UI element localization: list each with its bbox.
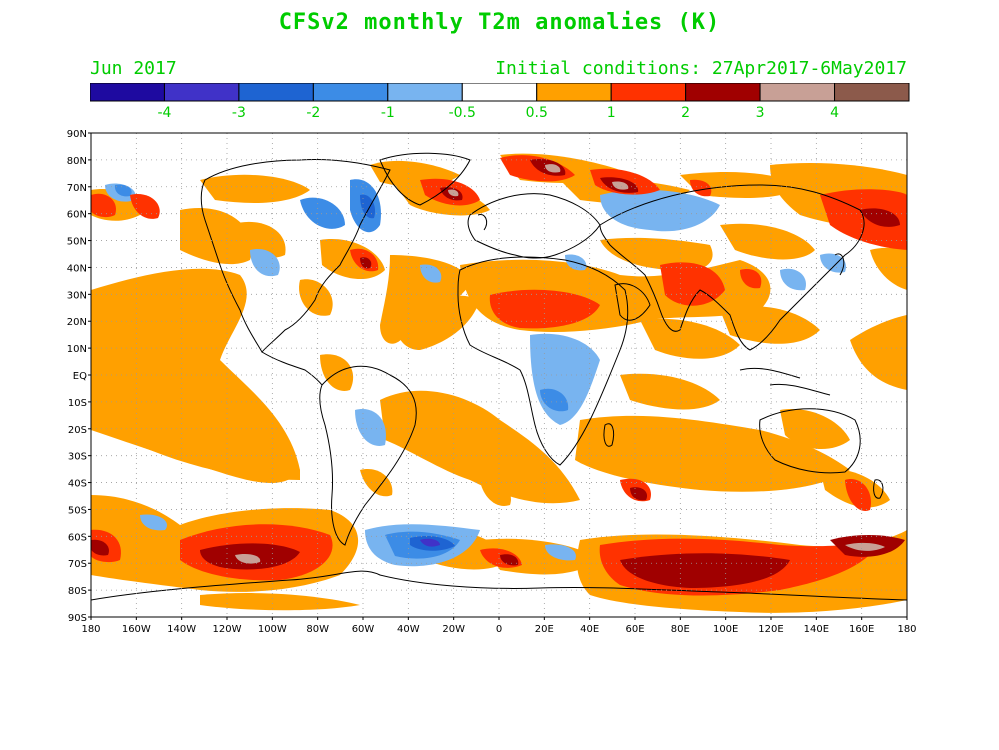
longitude-label: 160E [849,624,874,635]
colorbar-label: -2 [306,105,320,121]
colorbar-label: 3 [756,105,765,121]
longitude-label: 120E [758,624,783,635]
longitude-label: 80E [671,624,690,635]
longitude-labels: 180 160W 140W 120W 100W 80W 60W 40W 20W 0 20E 40E 60… [81,624,916,635]
longitude-label: 60E [625,624,644,635]
longitude-label: 60W [352,624,375,635]
colorbar-label: 2 [681,105,690,121]
anomaly-field [91,133,907,617]
latitude-label: 70N [67,183,87,194]
latitude-label: 80N [67,156,87,167]
latitude-label: 20S [68,425,87,436]
longitude-label: 180 [897,624,916,635]
longitude-label: 0 [496,624,502,635]
latitude-label: 70S [68,559,87,570]
map-title: CFSv2 monthly T2m anomalies (K) [278,10,721,35]
colorbar-label: 0.5 [526,105,548,121]
latitude-label: 20N [67,317,87,328]
latitude-label: 90S [68,613,87,624]
latitude-labels: 90N 80N 70N 60N 50N 40N 30N 20N 10N EQ 10S 20S 30S 40… [67,129,87,624]
latitude-label: EQ [73,371,87,382]
longitude-label: 100W [258,624,287,635]
latitude-label: 30N [67,290,87,301]
longitude-label: 160W [122,624,151,635]
longitude-label: 40W [397,624,420,635]
colorbar-label: -3 [232,105,246,121]
colorbar-swatch [834,83,910,102]
longitude-label: 80W [306,624,329,635]
initial-conditions-label: Initial conditions: 27Apr2017-6May2017 [495,58,907,79]
latitude-label: 30S [68,452,87,463]
longitude-label: 20W [442,624,465,635]
latitude-label: 90N [67,129,87,140]
latitude-label: 60N [67,210,87,221]
latitude-label: 80S [68,586,87,597]
latitude-label: 60S [68,532,87,543]
graticule [88,132,908,620]
colorbar: -4 -3 -2 -1 -0.5 0.5 1 2 3 4 [90,83,910,121]
longitude-label: 20E [535,624,554,635]
longitude-label: 140E [804,624,829,635]
latitude-label: 40S [68,479,87,490]
latitude-label: 40N [67,263,87,274]
latitude-label: 50S [68,505,87,516]
colorbar-label: 1 [607,105,616,121]
longitude-label: 40E [580,624,599,635]
coastlines [91,152,907,601]
map-border [90,132,908,618]
colorbar-label: -1 [381,105,395,121]
longitude-label: 140W [167,624,196,635]
longitude-label: 100E [713,624,738,635]
longitude-label: 120W [213,624,242,635]
colorbar-label: -4 [157,105,171,121]
latitude-label: 50N [67,237,87,248]
valid-month-label: Jun 2017 [90,58,177,79]
latitude-label: 10S [68,398,87,409]
colorbar-label: 4 [830,105,839,121]
latitude-label: 10N [67,344,87,355]
longitude-label: 180 [81,624,100,635]
colorbar-label: -0.5 [449,105,476,121]
